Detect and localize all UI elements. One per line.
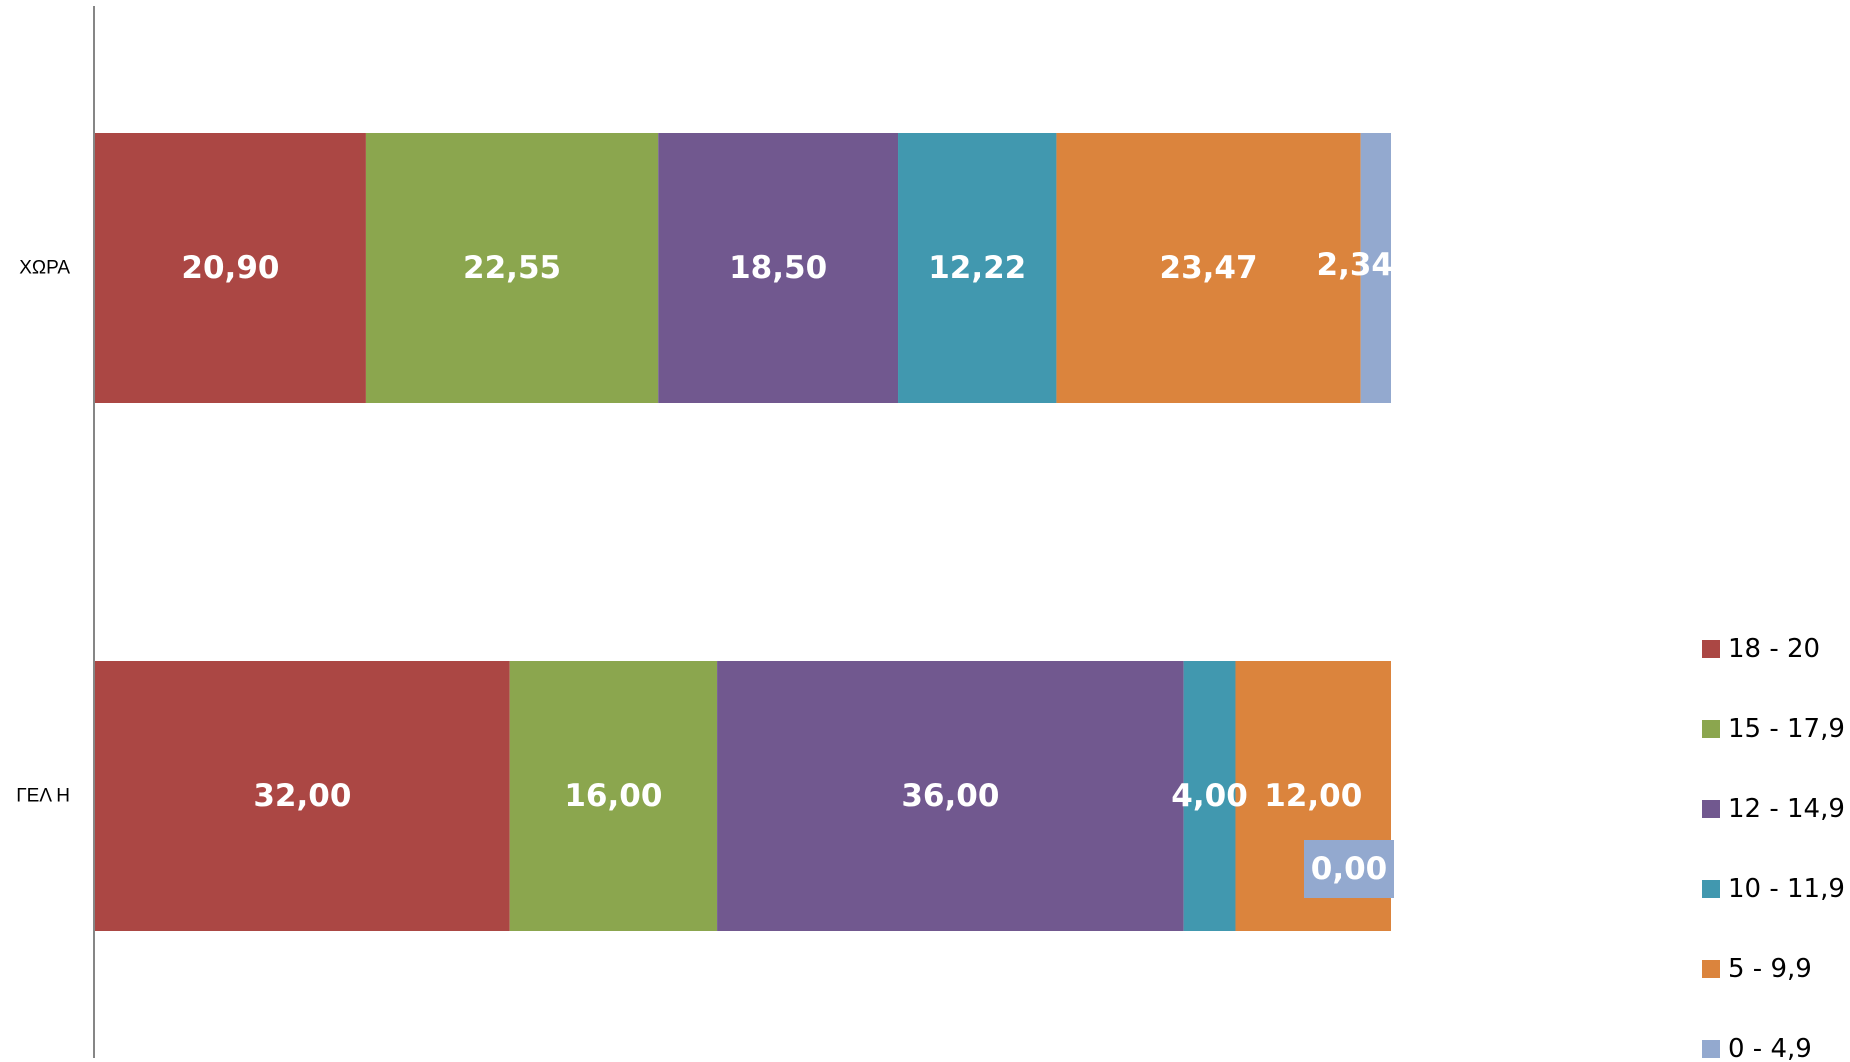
data-label-1-1: 20,90 — [181, 250, 279, 286]
data-label-1-2: 22,55 — [463, 250, 561, 286]
legend-swatch-2 — [1702, 720, 1720, 738]
category-label-2: ΓΕΛ Η — [16, 786, 70, 807]
data-label-1-3: 18,50 — [729, 250, 827, 286]
bar-segment-1-2 — [365, 133, 659, 403]
data-label-1-5: 23,47 — [1160, 250, 1258, 286]
legend-label-6: 0 - 4,9 — [1728, 1034, 1812, 1062]
bar-segment-2-2 — [509, 661, 718, 931]
bar-segment-2-1 — [95, 661, 510, 931]
category-labels: ΧΩΡΑ ΓΕΛ Η — [16, 258, 70, 807]
legend-label-3: 12 - 14,9 — [1728, 794, 1845, 824]
legend-swatch-3 — [1702, 800, 1720, 818]
legend-swatch-5 — [1702, 960, 1720, 978]
bars-group: 20,90 22,55 18,50 12,22 23,47 2,34 32,00 16,00 3… — [95, 133, 1394, 931]
data-label-2-3: 36,00 — [901, 778, 999, 814]
category-label-1: ΧΩΡΑ — [19, 258, 70, 279]
data-label-2-2: 16,00 — [564, 778, 662, 814]
bar-segment-1-5 — [1056, 133, 1361, 403]
legend-label-4: 10 - 11,9 — [1728, 874, 1845, 904]
legend-swatch-6 — [1702, 1040, 1720, 1058]
legend-swatch-1 — [1702, 640, 1720, 658]
data-label-1-6: 2,34 — [1317, 247, 1394, 283]
legend-label-1: 18 - 20 — [1728, 634, 1820, 664]
legend: 18 - 20 15 - 17,9 12 - 14,9 10 - 11,9 5 - 9,… — [1702, 634, 1845, 1062]
legend-label-2: 15 - 17,9 — [1728, 714, 1845, 744]
bar-segment-2-3 — [717, 661, 1184, 931]
legend-label-5: 5 - 9,9 — [1728, 954, 1812, 984]
data-label-bg-2-6 — [1304, 840, 1394, 898]
bar-segment-1-1 — [95, 133, 366, 403]
data-label-2-4: 4,00 — [1171, 778, 1248, 814]
data-label-2-1: 32,00 — [253, 778, 351, 814]
bar-segment-1-6 — [1360, 133, 1391, 403]
data-label-2-5: 12,00 — [1264, 778, 1362, 814]
legend-swatch-4 — [1702, 880, 1720, 898]
bar-segment-1-3 — [658, 133, 899, 403]
data-label-2-6: 0,00 — [1311, 851, 1388, 887]
data-label-1-4: 12,22 — [928, 250, 1026, 286]
bar-segment-1-4 — [898, 133, 1057, 403]
bar-segment-2-4 — [1183, 661, 1236, 931]
